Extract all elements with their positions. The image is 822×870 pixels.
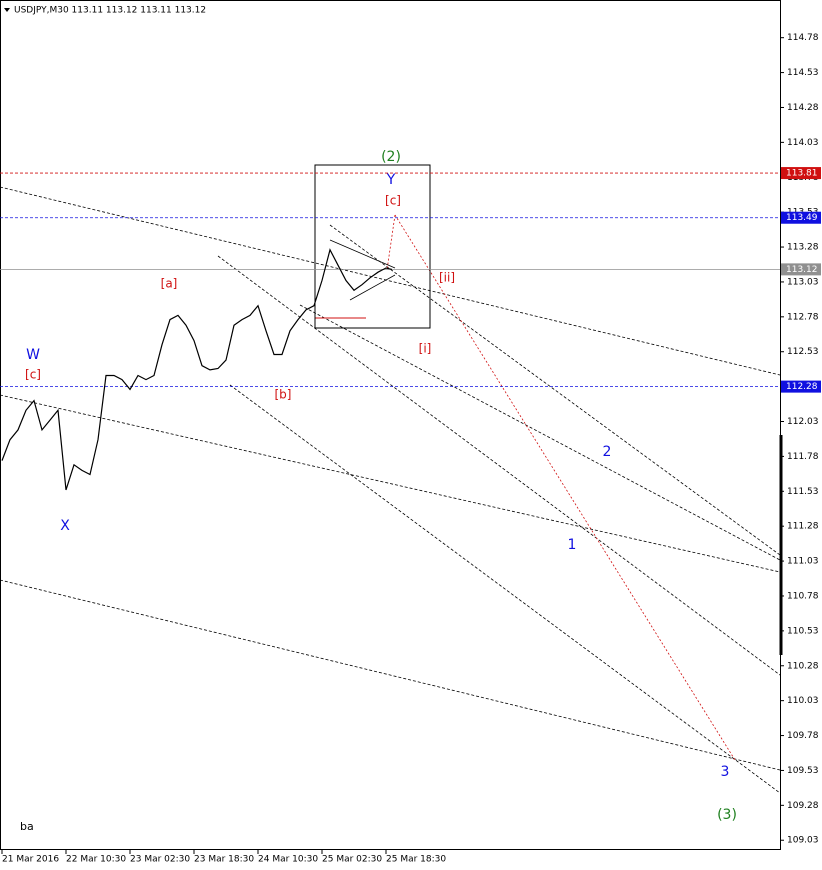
y-tick-label: 112.03 <box>787 417 819 427</box>
price-tag <box>781 167 821 180</box>
wave-label: [b] <box>275 388 292 402</box>
wave-label: W <box>26 347 40 363</box>
wave-label: Y <box>386 172 396 188</box>
price-tag <box>781 263 821 276</box>
x-tick-label: 25 Mar 02:30 <box>322 855 382 865</box>
y-tick-label: 114.28 <box>787 103 819 113</box>
plot-frame <box>0 0 781 850</box>
wave-label: [a] <box>161 277 178 291</box>
y-tick-label: 112.53 <box>787 347 819 357</box>
x-tick-label: 21 Mar 2016 <box>2 855 59 865</box>
price-tag-label: 113.49 <box>786 213 818 223</box>
y-tick-label: 109.53 <box>787 766 819 776</box>
menu-arrow <box>4 8 10 12</box>
y-tick-label: 109.78 <box>787 731 819 741</box>
x-tick-label: 25 Mar 18:30 <box>386 855 446 865</box>
wave-label: X <box>60 518 70 534</box>
wave-label: [ii] <box>439 271 455 285</box>
price-tag-label: 113.12 <box>786 265 818 275</box>
wave-label: 2 <box>603 444 612 460</box>
footer: ba <box>20 820 34 833</box>
y-tick-label: 112.78 <box>787 312 819 322</box>
y-tick-label: 111.53 <box>787 487 819 497</box>
y-tick-label: 111.28 <box>787 522 819 532</box>
y-tick-label: 111.78 <box>787 452 819 462</box>
price-tag-label: 113.81 <box>786 169 818 179</box>
y-tick-label: 114.78 <box>787 33 819 43</box>
y-tick-label: 113.03 <box>787 277 819 287</box>
wave-label: 1 <box>568 537 577 553</box>
price-tag <box>781 211 821 224</box>
price-tag-label: 112.28 <box>786 382 818 392</box>
wave-label: [i] <box>419 342 432 356</box>
y-tick-label: 110.03 <box>787 696 819 706</box>
y-tick-label: 109.28 <box>787 801 819 811</box>
x-tick-label: 23 Mar 18:30 <box>194 855 254 865</box>
wave-label: (3) <box>717 807 737 823</box>
x-tick-label: 24 Mar 10:30 <box>258 855 318 865</box>
trend-lines <box>0 164 783 794</box>
price-line <box>1 248 393 491</box>
y-tick-label: 110.78 <box>787 591 819 601</box>
chart-title: USDJPY,M30 113.11 113.12 113.11 113.12 <box>14 6 206 16</box>
y-tick-label: 114.53 <box>787 68 819 78</box>
y-tick-label: 111.03 <box>787 557 819 567</box>
price-tag <box>781 380 821 393</box>
y-tick-label: 113.28 <box>787 243 819 253</box>
wave-label: 3 <box>721 764 730 780</box>
y-tick-label: 109.03 <box>787 836 819 846</box>
y-tick-label: 114.03 <box>787 138 819 148</box>
wave-label: [c] <box>25 368 41 382</box>
x-tick-label: 22 Mar 10:30 <box>66 855 126 865</box>
wave-label: (2) <box>381 149 401 165</box>
wave-label: [c] <box>385 194 401 208</box>
y-tick-label: 110.28 <box>787 661 819 671</box>
y-tick-label: 110.53 <box>787 626 819 636</box>
x-tick-label: 23 Mar 02:30 <box>130 855 190 865</box>
